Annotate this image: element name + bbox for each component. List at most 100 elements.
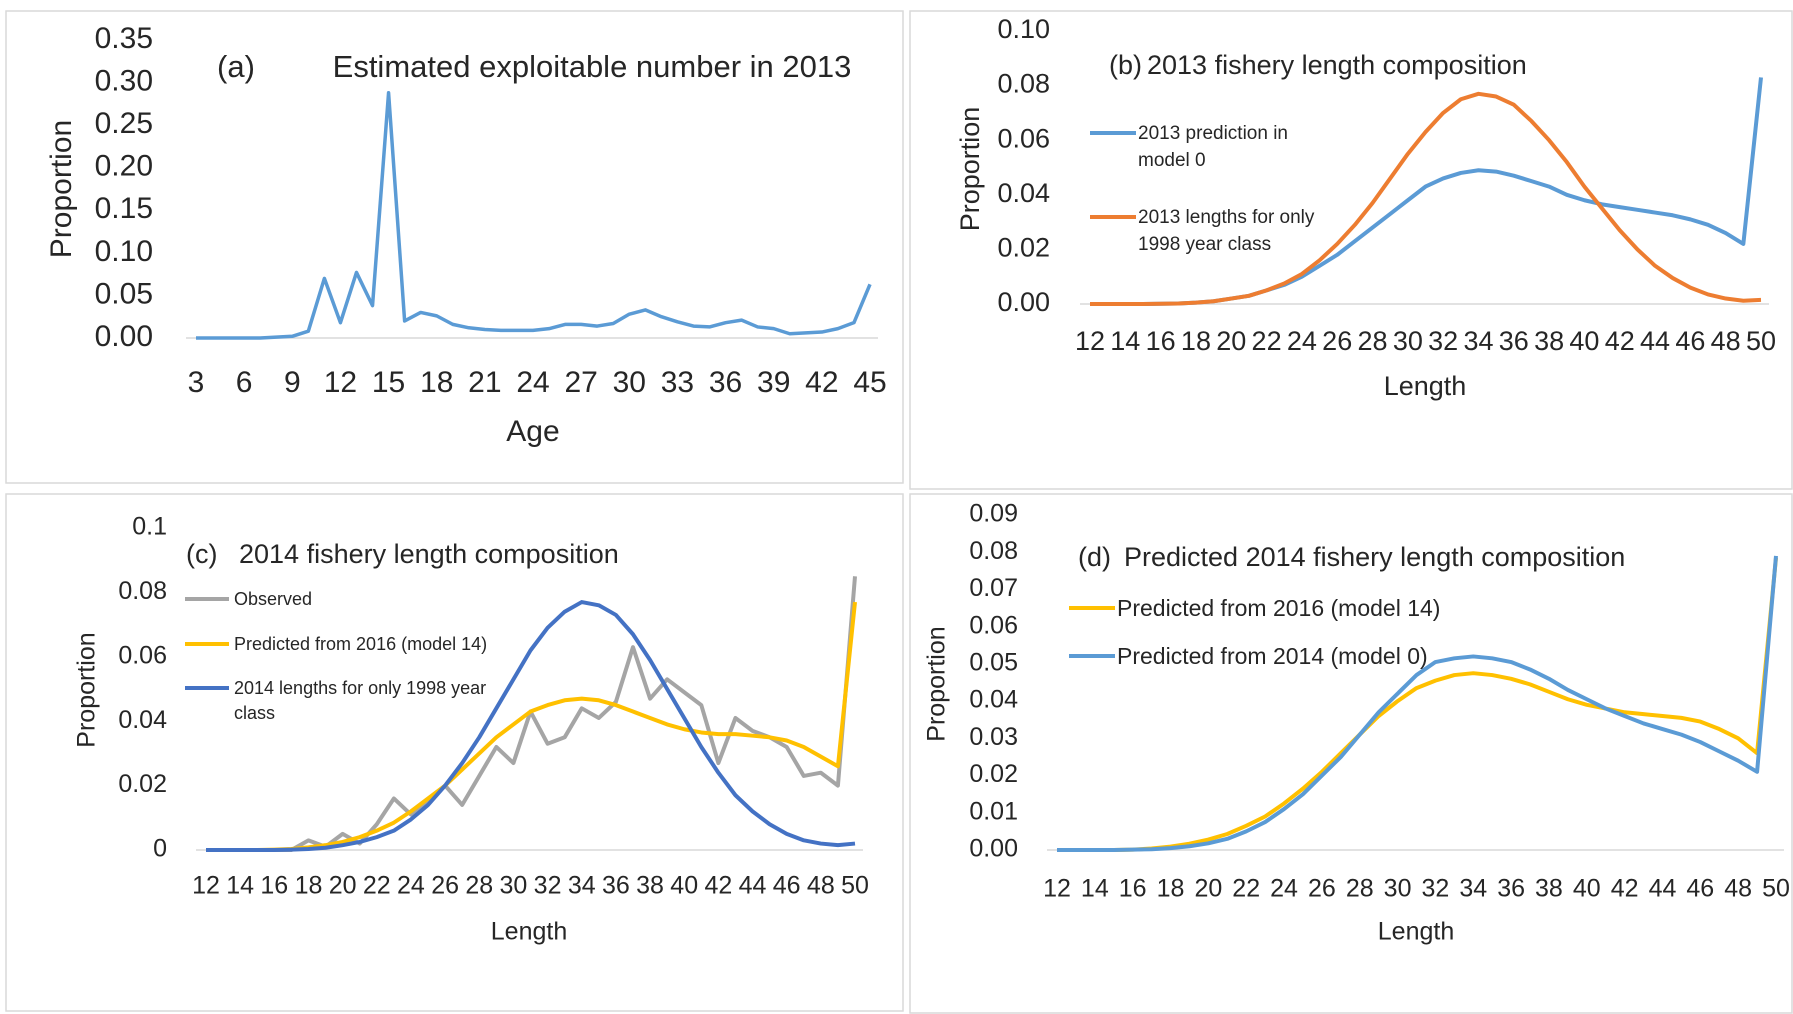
legend-label: Predicted from 2016 (model 14) bbox=[1117, 595, 1441, 621]
y-tick-label: 0.20 bbox=[95, 150, 153, 183]
x-tick-label: 6 bbox=[236, 366, 253, 399]
y-tick-label: 0.30 bbox=[95, 64, 153, 97]
x-tick-label: 12 bbox=[1075, 326, 1105, 356]
x-tick-label: 18 bbox=[420, 366, 453, 399]
x-tick-label: 24 bbox=[1270, 875, 1298, 903]
x-tick-label: 3 bbox=[188, 366, 205, 399]
x-tick-label: 38 bbox=[1534, 326, 1564, 356]
x-tick-label: 46 bbox=[773, 872, 801, 900]
y-tick-label: 0.08 bbox=[118, 577, 167, 605]
x-tick-label: 28 bbox=[1346, 875, 1374, 903]
x-tick-label: 46 bbox=[1675, 326, 1705, 356]
y-tick-label: 0.35 bbox=[95, 22, 153, 55]
y-tick-label: 0.05 bbox=[95, 277, 153, 310]
x-tick-label: 26 bbox=[431, 872, 459, 900]
x-tick-label: 22 bbox=[363, 872, 391, 900]
x-tick-label: 38 bbox=[1535, 875, 1563, 903]
panel-border bbox=[909, 10, 1793, 490]
y-tick-label: 0.06 bbox=[997, 123, 1050, 153]
x-tick-label: 28 bbox=[465, 872, 493, 900]
x-tick-label: 36 bbox=[1497, 875, 1525, 903]
y-axis-title: Proportion bbox=[955, 107, 985, 232]
y-axis-title: Proportion bbox=[923, 626, 951, 741]
panel-label: (a) bbox=[217, 49, 255, 84]
y-tick-label: 0.00 bbox=[95, 320, 153, 353]
x-tick-label: 14 bbox=[1081, 875, 1109, 903]
legend-label: Predicted from 2014 (model 0) bbox=[1117, 643, 1428, 669]
x-tick-label: 12 bbox=[192, 872, 220, 900]
x-tick-label: 32 bbox=[534, 872, 562, 900]
x-tick-label: 42 bbox=[704, 872, 732, 900]
y-tick-label: 0.05 bbox=[969, 648, 1018, 676]
legend-entry: Predicted from 2016 (model 14) bbox=[234, 633, 488, 654]
x-tick-label: 20 bbox=[1194, 875, 1222, 903]
x-tick-label: 22 bbox=[1232, 875, 1260, 903]
legend-label: Predicted from 2016 (model 14) bbox=[234, 633, 488, 654]
x-tick-label: 16 bbox=[260, 872, 288, 900]
x-tick-label: 44 bbox=[1649, 875, 1677, 903]
y-tick-label: 0.06 bbox=[969, 611, 1018, 639]
x-tick-label: 42 bbox=[1611, 875, 1639, 903]
y-axis-title: Proportion bbox=[45, 120, 78, 258]
y-tick-label: 0.04 bbox=[997, 178, 1050, 208]
x-tick-label: 28 bbox=[1358, 326, 1388, 356]
x-axis-title: Age bbox=[506, 415, 559, 448]
x-tick-label: 27 bbox=[564, 366, 597, 399]
x-tick-label: 40 bbox=[1573, 875, 1601, 903]
y-tick-label: 0.02 bbox=[118, 770, 167, 798]
legend-entry: 2014 lengths for only 1998 year class bbox=[234, 678, 486, 723]
x-tick-label: 48 bbox=[807, 872, 835, 900]
panel-border bbox=[5, 493, 904, 1012]
legend-entry: Predicted from 2014 (model 0) bbox=[1117, 643, 1428, 669]
y-tick-label: 0.06 bbox=[118, 641, 167, 669]
x-tick-label: 18 bbox=[1157, 875, 1185, 903]
y-tick-label: 0.10 bbox=[95, 235, 153, 268]
x-tick-label: 34 bbox=[1459, 875, 1487, 903]
series-line bbox=[1057, 555, 1778, 852]
x-tick-label: 22 bbox=[1252, 326, 1282, 356]
legend-entry: 2013 lengths for only 1998 year class bbox=[1138, 207, 1314, 255]
x-tick-label: 50 bbox=[1762, 875, 1790, 903]
x-tick-label: 36 bbox=[1499, 326, 1529, 356]
x-tick-label: 40 bbox=[1569, 326, 1599, 356]
legend-label: 2013 prediction in model 0 bbox=[1138, 122, 1288, 171]
x-axis-title: Length bbox=[1384, 371, 1467, 401]
panel-label: (c) bbox=[186, 539, 217, 569]
y-tick-label: 0.04 bbox=[118, 706, 167, 734]
y-tick-label: 0.02 bbox=[969, 760, 1018, 788]
y-tick-label: 0.08 bbox=[997, 69, 1050, 99]
x-tick-label: 40 bbox=[670, 872, 698, 900]
panel-border bbox=[5, 10, 904, 484]
x-tick-label: 14 bbox=[1110, 326, 1140, 356]
x-tick-label: 12 bbox=[1043, 875, 1071, 903]
y-tick-label: 0.02 bbox=[997, 233, 1050, 263]
x-tick-label: 20 bbox=[1216, 326, 1246, 356]
x-tick-label: 26 bbox=[1308, 875, 1336, 903]
y-tick-label: 0 bbox=[153, 835, 167, 863]
x-tick-label: 50 bbox=[1746, 326, 1776, 356]
series-line bbox=[206, 600, 856, 852]
legend-entry: Observed bbox=[234, 589, 312, 609]
legend-entry: 2013 prediction in model 0 bbox=[1138, 122, 1288, 171]
series-line bbox=[1090, 91, 1762, 306]
x-tick-label: 46 bbox=[1686, 875, 1714, 903]
x-tick-label: 15 bbox=[372, 366, 405, 399]
x-tick-label: 20 bbox=[329, 872, 357, 900]
y-tick-label: 0.09 bbox=[969, 500, 1018, 528]
x-tick-label: 26 bbox=[1322, 326, 1352, 356]
x-tick-label: 44 bbox=[739, 872, 767, 900]
x-axis-title: Length bbox=[1378, 918, 1454, 946]
y-tick-label: 0.00 bbox=[969, 835, 1018, 863]
chart-title: 2013 fishery length composition bbox=[1147, 50, 1527, 80]
x-tick-label: 38 bbox=[636, 872, 664, 900]
series-line bbox=[196, 91, 872, 340]
x-tick-label: 42 bbox=[1605, 326, 1635, 356]
x-tick-label: 45 bbox=[853, 366, 886, 399]
x-tick-label: 33 bbox=[661, 366, 694, 399]
x-tick-label: 48 bbox=[1711, 326, 1741, 356]
x-tick-label: 12 bbox=[324, 366, 357, 399]
x-tick-label: 21 bbox=[468, 366, 501, 399]
x-tick-label: 39 bbox=[757, 366, 790, 399]
x-tick-label: 30 bbox=[1393, 326, 1423, 356]
x-tick-label: 36 bbox=[602, 872, 630, 900]
